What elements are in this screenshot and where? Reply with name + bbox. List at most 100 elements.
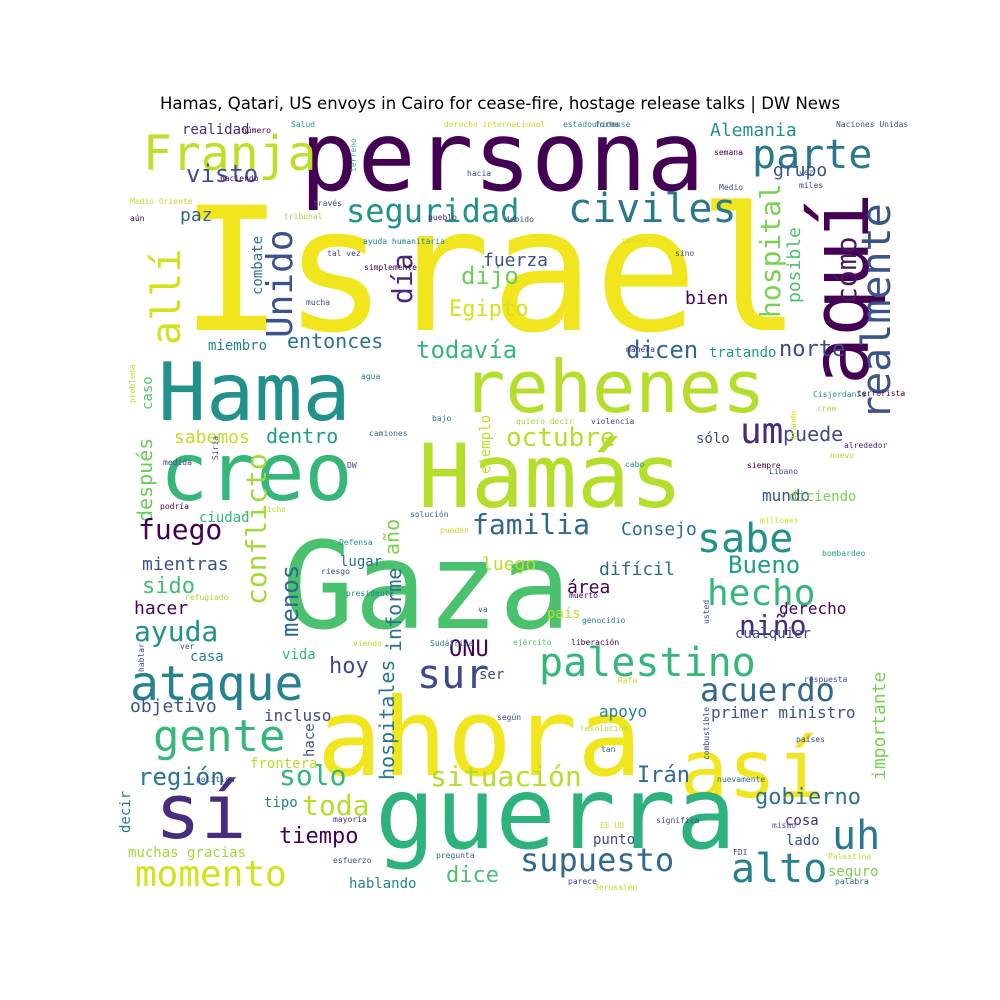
word-conflicto: conflicto — [240, 453, 273, 605]
word-jerusalén: Jerusalén — [594, 882, 638, 892]
word-miles: miles — [799, 181, 823, 190]
word-gobierno: gobierno — [755, 785, 861, 810]
word-difícil: difícil — [599, 559, 675, 580]
word-mientras: mientras — [142, 554, 229, 575]
word-apoyo: apoyo — [599, 702, 647, 721]
word-hablar: hablar — [137, 643, 146, 672]
word-rehenes: rehenes — [462, 345, 765, 429]
word-viendo: viendo — [353, 639, 382, 648]
word-sabemos: sabemos — [174, 427, 250, 448]
word-país: país — [547, 606, 581, 622]
word-casa: casa — [190, 649, 224, 665]
word-mismo: mismo — [772, 821, 796, 830]
word-ver: ver — [180, 642, 195, 651]
word-pueblo: pueblo — [428, 213, 457, 222]
word-forma: forma — [595, 120, 619, 129]
word-defensa: Defensa — [339, 538, 373, 547]
word-medio-oriente: Medio Oriente — [130, 197, 193, 206]
word-seguro: seguro — [828, 864, 879, 880]
word-momento: momento — [135, 854, 287, 895]
word-sólo: sólo — [696, 431, 730, 447]
word-cabo: cabo — [625, 460, 644, 469]
word-naciones-unidas: Naciones Unidas — [836, 120, 908, 129]
word-podría: podría — [160, 502, 189, 511]
word-diciendo: diciendo — [789, 489, 856, 505]
word-mundo: mundo — [762, 486, 810, 505]
word-parte: parte — [752, 132, 872, 178]
word-ee-uu: EE UU — [600, 821, 624, 830]
word-palestina: Palestina — [828, 852, 872, 861]
word-ser: ser — [479, 667, 504, 683]
word-combustible: combustible — [702, 707, 711, 760]
word-mucha: mucha — [306, 298, 330, 307]
word-medida: medida — [163, 458, 192, 467]
word-tratando: tratando — [709, 345, 776, 361]
word-terreno: terreno — [349, 138, 358, 172]
word-ayuda: ayuda — [134, 615, 218, 648]
word-nuevo: nuevo — [830, 451, 854, 460]
word-alrededor: alrededor — [844, 441, 888, 450]
word-nuevamente: nuevamente — [717, 775, 765, 784]
word-cualquier: cualquier — [735, 626, 811, 642]
word-hoy: hoy — [329, 654, 369, 679]
word-dentro: dentro — [266, 424, 338, 448]
word-cosa: cosa — [785, 813, 819, 829]
word-muchas-gracias: muchas gracias — [128, 845, 246, 861]
word-bajo: bajo — [432, 414, 451, 423]
word-muerto: muerto — [569, 591, 598, 600]
word-grande: grande — [789, 411, 798, 440]
word-pueden: pueden — [440, 526, 469, 535]
word-fuerza: fuerza — [483, 250, 548, 271]
word-sabe: sabe — [697, 516, 793, 562]
word-palestino: palestino — [539, 640, 756, 686]
word-hacia: hacia — [467, 169, 491, 178]
word-consejo: Consejo — [621, 519, 697, 540]
word-aún: aún — [130, 214, 145, 223]
word-norte: norte — [779, 337, 845, 362]
word-supuesto: supuesto — [520, 841, 674, 879]
word-semana: semana — [714, 148, 743, 157]
word-alto: alto — [731, 846, 827, 892]
word-número: número — [242, 126, 271, 135]
word-sur: sur — [417, 652, 489, 698]
word-hace: hace — [302, 723, 318, 757]
word-pregunta: pregunta — [436, 851, 475, 860]
word-líbano: Líbano — [769, 467, 798, 476]
word-palabra: palabra — [835, 877, 869, 886]
word-hospital: hospital — [754, 183, 787, 318]
word-esfuerzo: esfuerzo — [333, 856, 372, 865]
word-debido: debido — [505, 215, 534, 224]
word-hamás: Hamás — [418, 425, 683, 528]
word-rafa: Rafa — [618, 676, 637, 685]
word-gente: gente — [153, 711, 285, 762]
word-simplemente: simplemente — [364, 263, 417, 272]
word-tribunal: tribunal — [284, 212, 323, 221]
word-dw: DW — [347, 461, 357, 470]
word-cómo: cómo — [830, 237, 863, 304]
word-realmente: realmente — [854, 203, 900, 420]
word-solución: solución — [410, 509, 449, 519]
word-ayuda-humanitaria: ayuda humanitaria — [363, 237, 445, 246]
word-acuerdo: acuerdo — [700, 671, 835, 709]
word-tan: tan — [601, 745, 616, 754]
word-bueno: Bueno — [728, 551, 800, 579]
word-franja: Franja — [143, 126, 316, 182]
word-va: va — [478, 605, 488, 614]
word-combate: combate — [250, 236, 266, 295]
word-mayoría: mayoría — [333, 815, 367, 824]
word-millones: millones — [760, 516, 799, 525]
word-ataque: ataque — [130, 656, 303, 712]
word-año: año — [380, 519, 404, 555]
word-alemania: Alemania — [710, 120, 797, 141]
word-situación: situación — [430, 760, 582, 793]
word-dicho: dicho — [262, 505, 286, 514]
word-agua: agua — [361, 372, 380, 381]
word-estadounidense: estadounidense — [563, 120, 631, 129]
word-menos: menos — [276, 565, 304, 637]
word-informe: informe — [382, 568, 406, 652]
word-incluso: incluso — [264, 706, 331, 725]
word-siria: Siria — [211, 436, 220, 460]
word-dice: dice — [446, 863, 499, 888]
word-hablando: hablando — [349, 876, 416, 892]
